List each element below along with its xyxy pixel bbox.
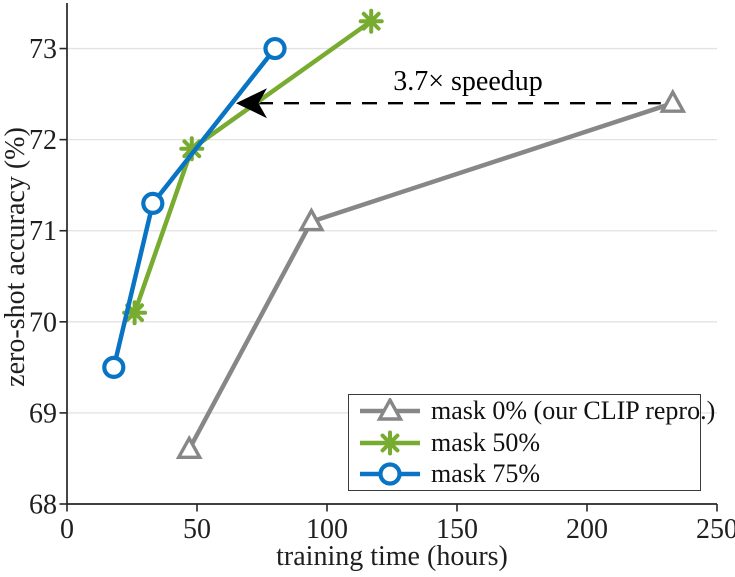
x-tick-label: 150 bbox=[436, 514, 478, 545]
x-tick-label: 50 bbox=[183, 514, 211, 545]
y-tick-label: 73 bbox=[29, 34, 57, 65]
legend: mask 0% (our CLIP repro.) mask 50% mask … bbox=[348, 394, 715, 491]
speedup-arrowhead-icon bbox=[236, 88, 267, 119]
y-tick-label: 71 bbox=[29, 216, 57, 247]
y-tick-label: 68 bbox=[29, 490, 57, 521]
legend-label-mask0: mask 0% (our CLIP repro.) bbox=[431, 396, 716, 426]
marker-circle bbox=[141, 191, 165, 215]
x-axis-label: training time (hours) bbox=[276, 541, 508, 572]
marker-circle bbox=[378, 462, 402, 486]
marker-triangle bbox=[175, 434, 203, 460]
y-tick-label: 70 bbox=[29, 307, 57, 338]
legend-item-mask75: mask 75% bbox=[349, 459, 700, 489]
marker-asterisk bbox=[377, 430, 403, 455]
y-tick-label: 72 bbox=[29, 125, 57, 156]
x-tick-label: 100 bbox=[306, 514, 348, 545]
y-tick-label: 69 bbox=[29, 398, 57, 429]
legend-sample-circle-icon bbox=[360, 462, 420, 486]
legend-sample-triangle-icon bbox=[360, 398, 420, 421]
legend-label-mask50: mask 50% bbox=[431, 427, 541, 457]
legend-label-mask75: mask 75% bbox=[431, 458, 541, 488]
marker-triangle bbox=[298, 207, 325, 232]
speedup-annotation-text: 3.7× speedup bbox=[393, 66, 543, 97]
x-tick-label: 250 bbox=[696, 514, 735, 545]
marker-asterisk bbox=[358, 8, 384, 34]
marker-circle bbox=[263, 36, 287, 61]
legend-item-mask50: mask 50% bbox=[349, 428, 700, 458]
legend-sample-asterisk-icon bbox=[360, 430, 420, 455]
marker-triangle bbox=[659, 88, 687, 113]
x-tick-label: 0 bbox=[60, 514, 74, 545]
series-line-1 bbox=[132, 18, 374, 315]
y-axis-label: zero-shot accuracy (%) bbox=[0, 127, 31, 387]
legend-item-mask0: mask 0% (our CLIP repro.) bbox=[349, 396, 715, 426]
marker-circle bbox=[102, 355, 126, 379]
marker-triangle bbox=[376, 398, 404, 421]
x-tick-label: 200 bbox=[566, 514, 608, 545]
